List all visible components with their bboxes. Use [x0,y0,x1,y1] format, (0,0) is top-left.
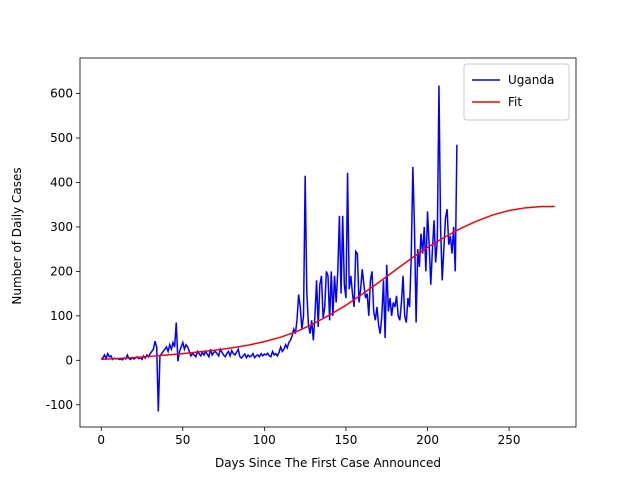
y-tick-label: 200 [50,264,73,278]
y-tick-label: 100 [50,309,73,323]
y-tick-label: 400 [50,175,73,189]
x-tick-label: 100 [253,433,276,447]
x-tick-label: 150 [334,433,357,447]
y-tick-label: -100 [46,398,73,412]
legend-label: Uganda [508,73,554,87]
y-axis-label: Number of Daily Cases [10,167,24,304]
x-tick-label: 50 [175,433,190,447]
series-line [100,85,458,412]
x-tick-label: 250 [498,433,521,447]
x-tick-label: 200 [416,433,439,447]
plot-frame [79,57,577,428]
x-axis-label: Days Since The First Case Announced [215,456,441,470]
legend-label: Fit [508,95,522,109]
y-tick-label: 500 [50,131,73,145]
x-tick-label: 0 [97,433,105,447]
y-tick-label: 300 [50,220,73,234]
legend-box [463,63,570,121]
y-tick-label: 0 [65,353,73,367]
series-line [101,205,555,361]
y-tick-label: 600 [50,87,73,101]
